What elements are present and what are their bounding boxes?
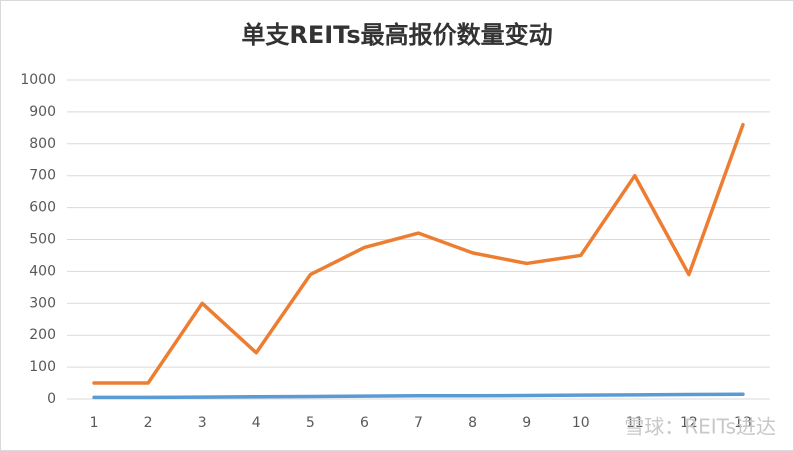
y-tick-label: 800 xyxy=(29,136,56,152)
x-tick-label: 2 xyxy=(144,415,153,431)
x-tick-label: 1 xyxy=(90,415,99,431)
y-tick-label: 900 xyxy=(29,104,56,120)
y-tick-label: 500 xyxy=(29,232,56,248)
x-tick-label: 5 xyxy=(306,415,315,431)
chart-title: 单支REITs最高报价数量变动 xyxy=(241,21,552,49)
x-tick-label: 8 xyxy=(468,415,477,431)
x-tick-label: 11 xyxy=(626,415,644,431)
x-tick-label: 10 xyxy=(572,415,590,431)
y-tick-label: 0 xyxy=(47,391,56,407)
x-tick-label: 13 xyxy=(734,415,752,431)
x-tick-label: 9 xyxy=(522,415,531,431)
series-line xyxy=(92,392,745,400)
y-tick-label: 300 xyxy=(29,295,56,311)
x-tick-label: 12 xyxy=(680,415,698,431)
y-tick-label: 700 xyxy=(29,168,56,184)
series-line xyxy=(92,122,745,385)
y-tick-label: 1000 xyxy=(20,72,56,88)
x-tick-label: 6 xyxy=(360,415,369,431)
watermark: 雪球：REITs进达 xyxy=(624,415,776,439)
y-tick-label: 200 xyxy=(29,327,56,343)
y-tick-label: 400 xyxy=(29,263,56,279)
x-tick-label: 7 xyxy=(414,415,423,431)
x-tick-label: 3 xyxy=(198,415,207,431)
x-tick-label: 4 xyxy=(252,415,261,431)
y-tick-label: 100 xyxy=(29,359,56,375)
y-tick-label: 600 xyxy=(29,200,56,216)
